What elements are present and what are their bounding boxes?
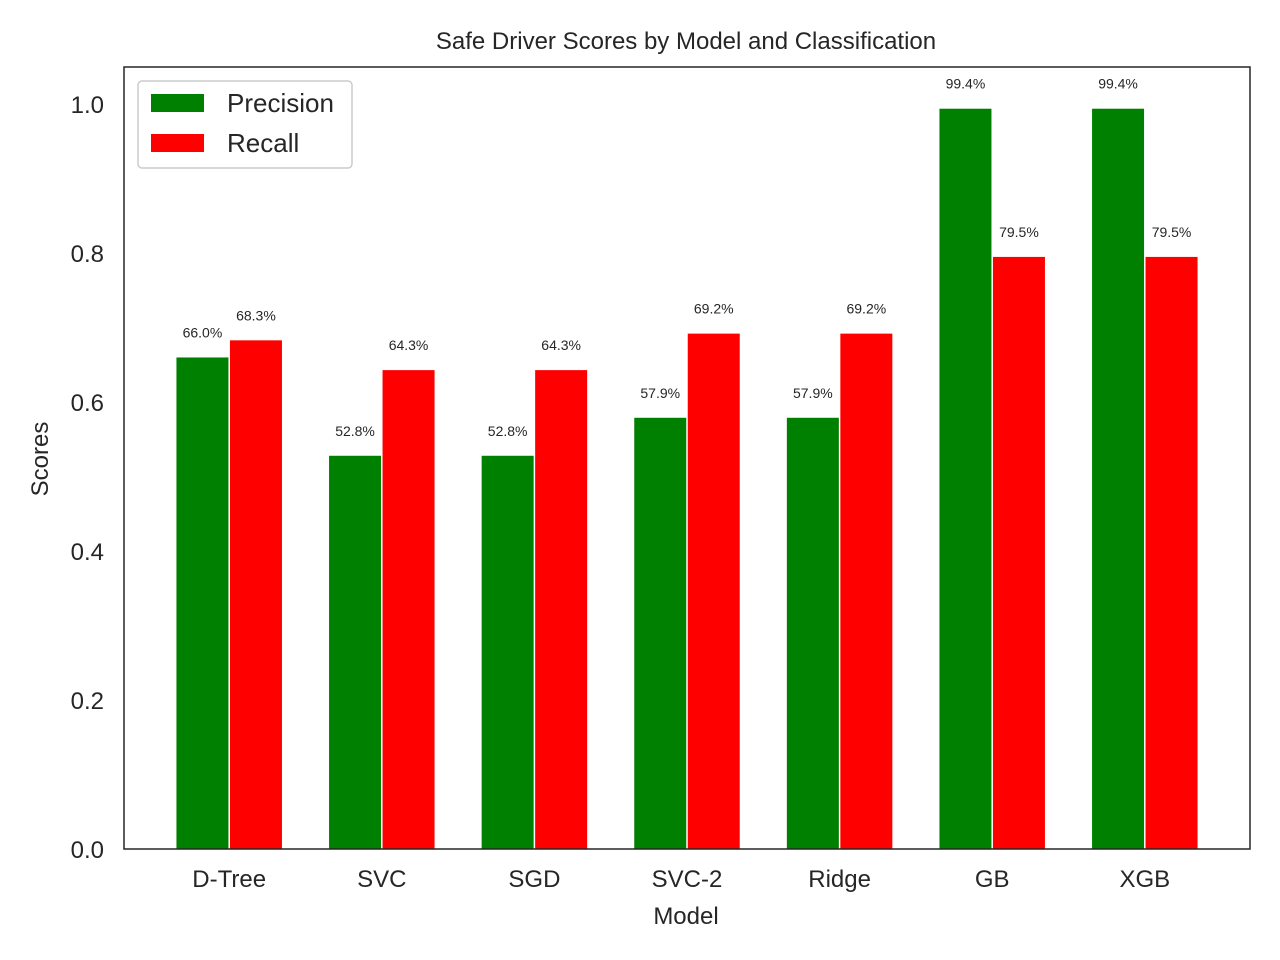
x-tick-label: SVC [357,866,406,893]
bar-value-label: 79.5% [1152,224,1192,240]
x-axis-label: Model [653,903,718,930]
legend-label-recall: Recall [227,128,299,158]
plot-frame [123,66,1251,850]
bar-recall-ridge [840,333,893,849]
bar-precision-d-tree [176,357,229,849]
bar-recall-svc-2 [687,333,740,849]
bar-value-label: 66.0% [183,324,223,340]
y-tick-label: 0.0 [71,837,104,864]
x-tick-label: SVC-2 [652,866,723,893]
bar-value-label: 99.4% [1098,76,1138,92]
bar-precision-xgb [1092,108,1145,849]
bar-value-label: 57.9% [640,385,680,401]
x-tick-label: XGB [1119,866,1170,893]
bar-precision-sgd [481,455,534,849]
x-tick-label: SGD [508,866,560,893]
bar-recall-sgd [535,370,588,849]
bar-value-label: 99.4% [946,76,986,92]
bar-recall-xgb [1145,256,1198,849]
y-axis-label: Scores [27,422,54,497]
bar-precision-ridge [786,417,839,849]
bar-value-label: 64.3% [389,337,429,353]
bar-value-label: 79.5% [999,224,1039,240]
bar-value-label: 69.2% [694,301,734,317]
legend-swatch-recall [151,134,204,152]
y-tick-label: 0.2 [71,688,104,715]
ticks-layer: D-Tree SVC SGD SVC-2 Ridge GB XGB 0.0 0.2 0.4 0.6 0… [71,92,1171,893]
bar-labels-layer: 66.0% 52.8% 52.8% 57.9% 57.9% 99.4% 99.4% 68.3%… [183,76,1192,439]
bar-recall-svc [382,370,435,849]
x-tick-label: D-Tree [192,866,266,893]
legend-swatch-precision [151,94,204,112]
x-tick-label: Ridge [808,866,871,893]
bar-value-label: 64.3% [541,337,581,353]
y-tick-label: 1.0 [71,92,104,119]
x-tick-label: GB [975,866,1010,893]
bars-layer [176,108,1198,849]
chart-title: Safe Driver Scores by Model and Classifi… [436,28,936,55]
bar-value-label: 52.8% [488,423,528,439]
legend-label-precision: Precision [227,88,334,118]
bar-precision-gb [939,108,992,849]
bar-recall-gb [992,256,1045,849]
legend: Precision Recall [137,80,353,169]
bar-value-label: 68.3% [236,307,276,323]
bar-value-label: 52.8% [335,423,375,439]
y-tick-label: 0.4 [71,539,104,566]
bar-recall-d-tree [229,340,282,849]
bar-precision-svc-2 [634,417,687,849]
bar-value-label: 69.2% [846,301,886,317]
bar-value-label: 57.9% [793,385,833,401]
bar-precision-svc [329,455,382,849]
y-tick-label: 0.8 [71,241,104,268]
y-tick-label: 0.6 [71,390,104,417]
